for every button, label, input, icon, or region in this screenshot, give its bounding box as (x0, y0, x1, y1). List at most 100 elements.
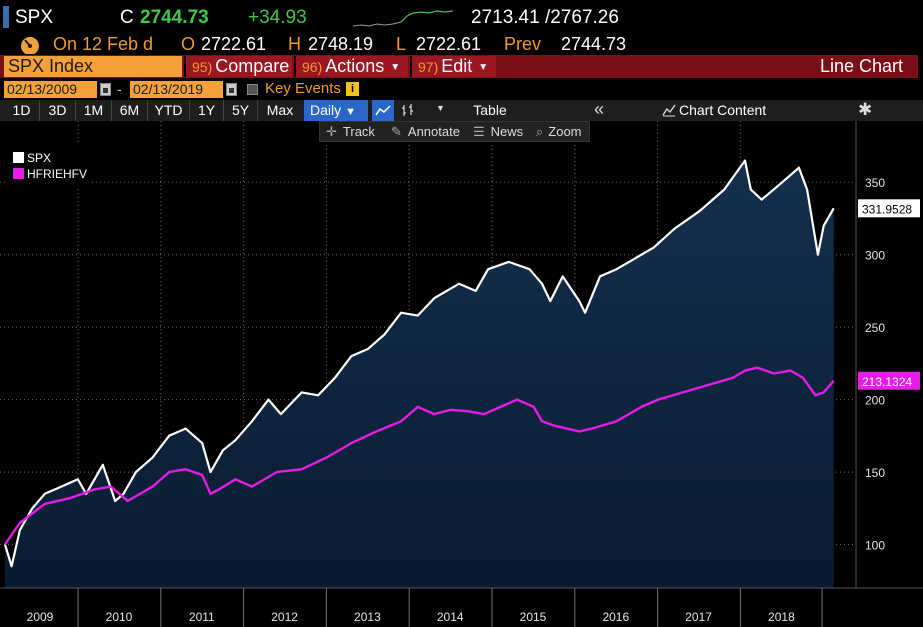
annotate-tool[interactable]: ✎ Annotate (391, 121, 460, 142)
compare-label: Compare (215, 56, 290, 76)
period-max-button[interactable]: Max (266, 102, 294, 118)
date-separator: - (117, 81, 122, 97)
legend-item-spx[interactable]: SPX (13, 150, 92, 166)
x-tick-label: 2009 (27, 610, 54, 624)
chart-content-button[interactable]: Chart Content (679, 102, 767, 118)
news-label: News (490, 124, 524, 139)
actions-caret-icon: ▼ (390, 62, 401, 73)
hfriehfv-last-value: 213.1324 (862, 375, 912, 389)
y-tick-label: 300 (865, 249, 885, 263)
key-events-label: Key Events (265, 80, 341, 97)
crosshair-icon: ✛ (326, 124, 337, 139)
key-events-checkbox[interactable] (247, 84, 258, 95)
actions-label: Actions (325, 56, 385, 76)
start-date-field[interactable]: 02/13/2009 (4, 81, 97, 98)
x-axis-band (0, 588, 923, 627)
ticker-symbol[interactable]: SPX (15, 7, 54, 28)
collapse-panel-icon[interactable]: « (594, 99, 605, 119)
x-tick-label: 2015 (520, 610, 547, 624)
spx-line[interactable] (3, 159, 835, 568)
y-tick-label: 100 (865, 539, 885, 553)
spx-last-value-box (858, 199, 920, 218)
hfriehfv-line[interactable] (4, 366, 835, 546)
close-price: 2744.73 (140, 7, 209, 28)
y-tick-label: 200 (865, 394, 885, 408)
close-prefix: C (120, 7, 134, 28)
spx-area (5, 160, 834, 588)
low-label: L (396, 34, 407, 54)
x-tick-label: 2014 (437, 610, 464, 624)
y-tick-label: 350 (865, 176, 885, 190)
hfriehfv-last-value-box (858, 371, 920, 390)
x-tick-label: 2017 (685, 610, 712, 624)
bar-chart-icon[interactable] (397, 100, 419, 121)
quote-header (0, 0, 923, 33)
start-calendar-icon[interactable] (100, 83, 111, 96)
x-tick-label: 2016 (602, 610, 629, 624)
low-value: 2722.61 (416, 34, 482, 54)
prev-value: 2744.73 (561, 34, 627, 54)
legend-item-hfriehfv[interactable]: HFRIEHFV (13, 166, 92, 182)
prev-label: Prev (504, 34, 542, 54)
period-toolbar (0, 100, 923, 121)
security-field[interactable]: SPX Index (4, 56, 182, 77)
period-3d-button[interactable]: 3D (40, 100, 76, 121)
edit-label: Edit (441, 56, 473, 76)
frequency-label: Daily (310, 102, 342, 118)
chart-content-icon (661, 102, 677, 118)
x-tick-label: 2011 (189, 610, 215, 624)
high-value: 2748.19 (308, 34, 374, 54)
on-date-label: On 12 Feb d (53, 34, 154, 54)
table-button[interactable]: Table (473, 102, 507, 118)
ticker-marker (3, 6, 9, 28)
track-label: Track (342, 124, 375, 139)
actions-number: 96) (302, 59, 323, 75)
period-6m-button[interactable]: 6M (112, 100, 148, 121)
actions-menu[interactable]: 96) Actions ▼ (294, 56, 408, 77)
annotate-label: Annotate (407, 124, 460, 139)
legend-swatch-hfriehfv (13, 168, 24, 179)
period-1y-button[interactable]: 1Y (190, 100, 224, 121)
x-tick-label: 2012 (271, 610, 298, 624)
compare-number: 95) (192, 59, 213, 75)
open-value: 2722.61 (201, 34, 267, 54)
x-tick-label: 2018 (768, 610, 795, 624)
end-calendar-icon[interactable] (226, 83, 237, 96)
period-1d-button[interactable]: 1D (4, 100, 40, 121)
info-icon[interactable]: i (346, 82, 359, 96)
high-label: H (288, 34, 301, 54)
news-icon: ☰ (473, 124, 485, 139)
edit-caret-icon: ▼ (478, 62, 489, 73)
chart-legend: SPX HFRIEHFV (6, 145, 92, 187)
frequency-caret-icon: ▼ (345, 106, 357, 118)
x-tick-label: 2010 (106, 610, 133, 624)
period-5y-button[interactable]: 5Y (224, 100, 258, 121)
news-tool[interactable]: ☰ News (473, 121, 523, 142)
compare-menu[interactable]: 95) Compare (184, 56, 292, 77)
day-range: 2713.41 /2767.26 (471, 7, 619, 28)
frequency-dropdown[interactable]: Daily ▼ (304, 100, 368, 121)
period-ytd-button[interactable]: YTD (148, 100, 190, 121)
track-tool[interactable]: ✛ Track (326, 121, 375, 142)
zoom-tool[interactable]: ⌕ Zoom (536, 121, 582, 142)
line-chart-icon[interactable] (372, 100, 394, 121)
magnifier-icon: ⌕ (536, 124, 544, 139)
legend-label-hfriehfv: HFRIEHFV (27, 167, 87, 181)
legend-label-spx: SPX (27, 151, 52, 165)
legend-swatch-spx (13, 152, 24, 163)
period-1m-button[interactable]: 1M (76, 100, 112, 121)
price-change: +34.93 (248, 7, 307, 28)
open-label: O (181, 34, 196, 54)
end-date-field[interactable]: 02/13/2019 (130, 81, 223, 98)
gear-icon[interactable]: ✱ (858, 100, 873, 119)
intraday-sparkline (353, 10, 453, 27)
speedometer-icon[interactable] (16, 34, 44, 55)
zoom-label: Zoom (548, 124, 582, 139)
edit-menu[interactable]: 97) Edit ▼ (410, 56, 496, 77)
spx-last-value: 331.9528 (862, 202, 912, 216)
chart-style-caret-icon[interactable]: ▼ (436, 103, 445, 113)
chart-type-label[interactable]: Line Chart (820, 56, 904, 76)
price-chart[interactable]: 2009 2010 2011 2012 2013 2014 2015 2016 2017 2018… (0, 121, 923, 627)
edit-number: 97) (418, 59, 439, 75)
y-tick-label: 250 (865, 321, 885, 335)
